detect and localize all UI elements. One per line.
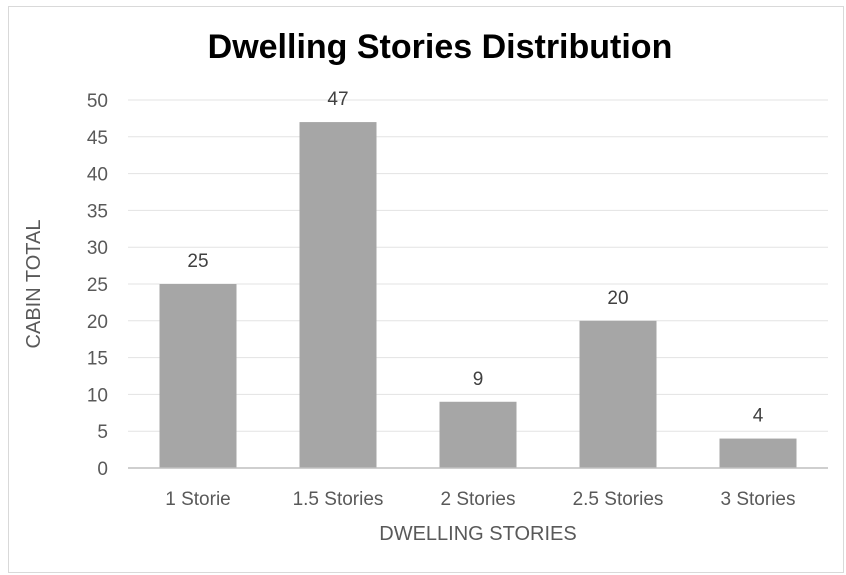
y-tick-label: 35 bbox=[87, 201, 108, 222]
y-tick-label: 30 bbox=[87, 238, 108, 259]
bar-3 bbox=[439, 401, 517, 468]
gridlines bbox=[128, 99, 828, 432]
y-tick-label: 15 bbox=[87, 349, 108, 370]
bar-4 bbox=[579, 320, 657, 468]
bar-5 bbox=[719, 438, 797, 468]
x-tick-label: 1 Storie bbox=[165, 489, 230, 510]
data-labels: 25 47 9 20 4 bbox=[187, 89, 763, 426]
bars bbox=[159, 122, 797, 468]
y-axis-title: CABIN TOTAL bbox=[23, 220, 45, 349]
y-tick-label: 20 bbox=[87, 312, 108, 333]
y-tick-label: 0 bbox=[97, 459, 108, 480]
x-tick-label: 3 Stories bbox=[721, 489, 796, 510]
y-axis-tick-labels: 0 5 10 15 20 25 30 35 40 45 50 bbox=[87, 91, 108, 480]
y-tick-label: 45 bbox=[87, 128, 108, 149]
bar-1 bbox=[159, 284, 237, 468]
data-label: 20 bbox=[607, 288, 628, 309]
data-label: 4 bbox=[753, 406, 764, 427]
y-tick-label: 50 bbox=[87, 91, 108, 112]
y-tick-label: 5 bbox=[97, 422, 108, 443]
chart-title: Dwelling Stories Distribution bbox=[208, 28, 673, 66]
x-tick-label: 1.5 Stories bbox=[293, 489, 384, 510]
y-tick-label: 40 bbox=[87, 165, 108, 186]
y-tick-label: 10 bbox=[87, 385, 108, 406]
data-label: 47 bbox=[327, 89, 348, 110]
x-tick-label: 2.5 Stories bbox=[573, 489, 664, 510]
x-axis-title: DWELLING STORIES bbox=[379, 523, 576, 545]
x-axis-tick-labels: 1 Storie 1.5 Stories 2 Stories 2.5 Stories 3… bbox=[165, 489, 795, 510]
data-label: 25 bbox=[187, 251, 208, 272]
data-label: 9 bbox=[473, 369, 484, 390]
y-tick-label: 25 bbox=[87, 275, 108, 296]
bar-2 bbox=[299, 122, 377, 468]
x-tick-label: 2 Stories bbox=[441, 489, 516, 510]
